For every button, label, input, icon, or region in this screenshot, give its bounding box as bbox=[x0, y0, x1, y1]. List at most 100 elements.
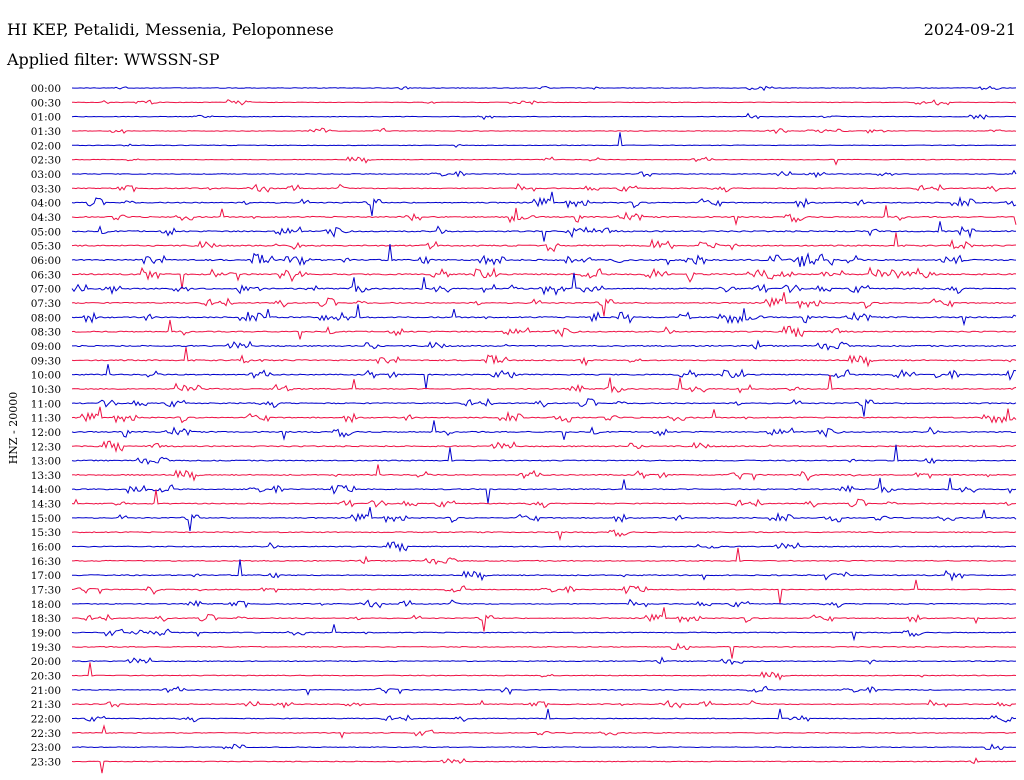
trace-1400 bbox=[71, 477, 1017, 504]
row-label-0130: 01:30 bbox=[31, 126, 61, 138]
row-label-0530: 05:30 bbox=[31, 241, 61, 253]
trace-1930 bbox=[72, 642, 1017, 659]
trace-0830 bbox=[71, 319, 1017, 340]
trace-1600 bbox=[71, 541, 1017, 553]
row-label-1330: 13:30 bbox=[31, 470, 61, 482]
row-label-0300: 03:00 bbox=[31, 169, 61, 181]
row-label-0900: 09:00 bbox=[31, 341, 61, 353]
row-label-0730: 07:30 bbox=[31, 298, 61, 310]
row-label-2330: 23:30 bbox=[31, 757, 61, 769]
row-label-2200: 22:00 bbox=[31, 714, 61, 726]
row-label-1730: 17:30 bbox=[31, 585, 61, 597]
trace-2230 bbox=[71, 724, 1017, 739]
trace-1500 bbox=[72, 506, 1017, 532]
row-label-0230: 02:30 bbox=[31, 155, 61, 167]
trace-0900 bbox=[72, 339, 1017, 351]
row-label-2130: 21:30 bbox=[31, 699, 61, 711]
trace-1700 bbox=[71, 559, 1017, 582]
row-label-0100: 01:00 bbox=[31, 112, 61, 124]
row-label-1130: 11:30 bbox=[31, 413, 61, 425]
station-title: HI KEP, Petalidi, Messenia, Peloponnese bbox=[7, 20, 334, 39]
trace-2330 bbox=[71, 757, 1017, 774]
trace-1800 bbox=[71, 598, 1016, 609]
row-label-1530: 15:30 bbox=[31, 527, 61, 539]
row-label-1930: 19:30 bbox=[31, 642, 61, 654]
trace-1130 bbox=[71, 406, 1017, 424]
trace-2300 bbox=[71, 743, 1017, 750]
row-label-0630: 06:30 bbox=[31, 269, 61, 281]
row-label-1300: 13:00 bbox=[31, 456, 61, 468]
row-label-2300: 23:00 bbox=[31, 742, 61, 754]
row-label-1230: 12:30 bbox=[31, 441, 61, 453]
trace-0600 bbox=[71, 244, 1017, 268]
trace-2000 bbox=[71, 656, 1017, 666]
trace-0030 bbox=[71, 99, 1017, 106]
row-label-0030: 00:30 bbox=[31, 97, 61, 109]
trace-0400 bbox=[71, 191, 1017, 216]
trace-0800 bbox=[71, 304, 1017, 327]
trace-1830 bbox=[71, 607, 1017, 632]
row-label-2230: 22:30 bbox=[31, 728, 61, 740]
trace-1630 bbox=[72, 547, 1016, 566]
trace-1300 bbox=[71, 444, 1017, 465]
row-label-1430: 14:30 bbox=[31, 499, 61, 511]
trace-0700 bbox=[71, 272, 1017, 296]
row-label-1800: 18:00 bbox=[31, 599, 61, 611]
row-label-1900: 19:00 bbox=[31, 628, 61, 640]
row-label-1700: 17:00 bbox=[31, 570, 61, 582]
trace-1530 bbox=[71, 529, 1017, 542]
trace-1430 bbox=[71, 489, 1017, 509]
trace-0000 bbox=[71, 85, 1017, 92]
row-label-0000: 00:00 bbox=[31, 83, 61, 95]
row-label-2030: 20:30 bbox=[31, 671, 61, 683]
trace-0500 bbox=[71, 221, 1017, 242]
trace-0100 bbox=[71, 112, 1017, 121]
row-label-0200: 02:00 bbox=[31, 140, 61, 152]
trace-2200 bbox=[72, 708, 1017, 723]
trace-0130 bbox=[71, 127, 1017, 135]
row-label-0800: 08:00 bbox=[31, 312, 61, 324]
trace-0630 bbox=[71, 266, 1017, 289]
trace-1230 bbox=[71, 440, 1017, 454]
row-label-1100: 11:00 bbox=[31, 398, 61, 410]
trace-0430 bbox=[71, 205, 1017, 226]
row-label-1830: 18:30 bbox=[31, 613, 61, 625]
row-label-1600: 16:00 bbox=[31, 542, 61, 554]
trace-0330 bbox=[71, 183, 1017, 193]
trace-2030 bbox=[71, 662, 1017, 681]
trace-0530 bbox=[71, 232, 1017, 253]
row-label-2100: 21:00 bbox=[31, 685, 61, 697]
row-label-0600: 06:00 bbox=[31, 255, 61, 267]
row-label-1630: 16:30 bbox=[31, 556, 61, 568]
row-label-0830: 08:30 bbox=[31, 327, 61, 339]
row-label-2000: 20:00 bbox=[31, 656, 61, 668]
row-label-0930: 09:30 bbox=[31, 355, 61, 367]
trace-1000 bbox=[71, 364, 1017, 390]
date-label: 2024-09-21 bbox=[923, 20, 1016, 39]
trace-0200 bbox=[71, 132, 1017, 148]
row-label-1500: 15:00 bbox=[31, 513, 61, 525]
row-label-0700: 07:00 bbox=[31, 284, 61, 296]
row-label-1030: 10:30 bbox=[31, 384, 61, 396]
trace-0230 bbox=[71, 156, 1016, 166]
row-label-1400: 14:00 bbox=[31, 484, 61, 496]
row-label-0500: 05:00 bbox=[31, 226, 61, 238]
row-label-0430: 04:30 bbox=[31, 212, 61, 224]
trace-1900 bbox=[71, 624, 1017, 642]
trace-1330 bbox=[71, 464, 1016, 482]
trace-1730 bbox=[71, 579, 1017, 604]
trace-2100 bbox=[71, 685, 1016, 696]
row-label-1000: 10:00 bbox=[31, 370, 61, 382]
filter-label: Applied filter: WWSSN-SP bbox=[7, 50, 220, 69]
row-label-1200: 12:00 bbox=[31, 427, 61, 439]
row-label-0400: 04:00 bbox=[31, 198, 61, 210]
trace-0730 bbox=[71, 292, 1017, 317]
trace-1100 bbox=[71, 397, 1017, 417]
row-label-0330: 03:30 bbox=[31, 183, 61, 195]
trace-1200 bbox=[71, 420, 1017, 441]
trace-0300 bbox=[71, 169, 1017, 179]
trace-0930 bbox=[71, 347, 1017, 368]
trace-1030 bbox=[71, 374, 1017, 394]
trace-2130 bbox=[71, 699, 1017, 709]
